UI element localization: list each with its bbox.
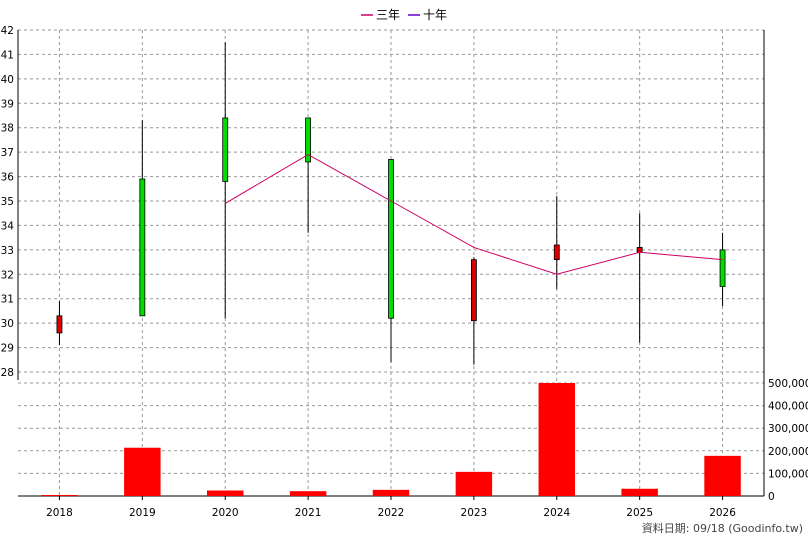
volume-tick-label: 300,000: [768, 423, 808, 435]
volume-bars: [41, 383, 741, 496]
volume-bar: [538, 383, 576, 496]
x-tick-label: 2021: [295, 507, 322, 519]
price-tick-label: 35: [1, 196, 14, 208]
price-tick-label: 31: [1, 294, 14, 306]
volume-bar: [372, 489, 410, 496]
price-tick-label: 40: [1, 74, 14, 86]
candle-body: [553, 244, 560, 261]
x-tick-label: 2019: [129, 507, 156, 519]
price-tick-label: 42: [1, 25, 14, 37]
candle-body: [305, 117, 312, 163]
volume-tick-label: 100,000: [768, 468, 808, 480]
x-tick-label: 2026: [709, 507, 736, 519]
legend-3y-label: 三年: [376, 8, 400, 22]
price-tick-label: 34: [1, 220, 15, 232]
volume-tick-label: 0: [768, 491, 775, 503]
price-tick-label: 41: [1, 49, 14, 61]
candles: [56, 42, 726, 365]
volume-axis: 0 100,000 200,000 300,000 400,000 500,000: [768, 378, 808, 503]
price-tick-label: 30: [1, 318, 14, 330]
x-tick-label: 2023: [461, 507, 488, 519]
ma-3y-line: [224, 154, 723, 275]
x-tick-label: 2022: [378, 507, 405, 519]
price-axis: 28 29 30 31 32 33 34 35 36 37 38 39 40 41 42: [1, 25, 15, 379]
candle-body: [56, 315, 63, 334]
volume-tick-label: 200,000: [768, 446, 808, 458]
candle-body: [139, 178, 146, 317]
legend-10y-label: 十年: [423, 8, 447, 22]
volume-bar: [621, 488, 658, 496]
volume-bar: [704, 455, 741, 496]
price-tick-label: 29: [1, 343, 14, 355]
candle-body: [222, 117, 229, 182]
price-tick-label: 39: [1, 98, 14, 110]
x-tick-label: 2025: [626, 507, 653, 519]
candle-body: [636, 247, 643, 253]
price-tick-label: 28: [1, 367, 14, 379]
volume-bar: [124, 447, 161, 496]
price-tick-label: 38: [1, 123, 14, 135]
x-axis: 2018 2019 2020 2021 2022 2023 2024 2025 2026: [46, 496, 736, 519]
x-tick-label: 2018: [46, 507, 73, 519]
ma-3y-polyline: [224, 154, 723, 275]
candle-body: [388, 159, 394, 319]
volume-tick-label: 400,000: [768, 401, 808, 413]
candle-body: [470, 259, 477, 322]
volume-tick-label: 500,000: [768, 378, 808, 390]
volume-bar: [206, 490, 244, 496]
price-tick-label: 36: [1, 172, 15, 184]
price-tick-label: 33: [1, 245, 14, 257]
price-tick-label: 32: [1, 269, 14, 281]
legend: 三年 十年: [361, 8, 447, 22]
candle-body: [719, 249, 726, 287]
x-tick-label: 2020: [212, 507, 239, 519]
source-note: 資料日期: 09/18 (Goodinfo.tw): [642, 521, 803, 535]
volume-bar: [289, 491, 327, 496]
price-tick-label: 37: [1, 147, 14, 159]
volume-bar: [41, 495, 78, 496]
x-tick-label: 2024: [543, 507, 570, 519]
volume-bar: [455, 471, 493, 496]
